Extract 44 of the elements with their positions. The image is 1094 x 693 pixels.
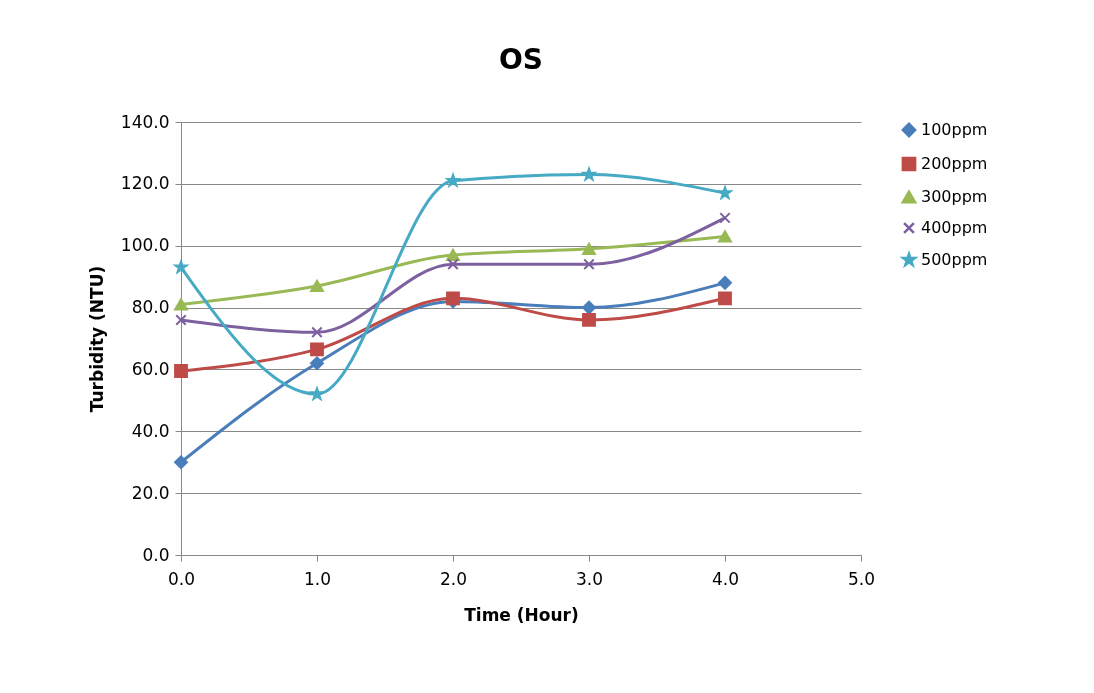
point bbox=[718, 230, 732, 243]
y-tick-label: 60.0 bbox=[131, 358, 170, 379]
point bbox=[718, 186, 732, 199]
point bbox=[582, 300, 596, 315]
point bbox=[175, 314, 187, 326]
legend-label: 200ppm bbox=[921, 154, 988, 173]
y-axis-title: Turbidity (NTU) bbox=[86, 265, 107, 413]
point bbox=[310, 279, 324, 293]
point bbox=[174, 455, 188, 470]
point bbox=[582, 242, 596, 255]
y-tick-label: 80.0 bbox=[131, 297, 170, 318]
legend-label: 400ppm bbox=[921, 218, 988, 237]
chart-title: OS bbox=[499, 43, 543, 76]
x-tick-label: 5.0 bbox=[847, 568, 876, 589]
point bbox=[447, 258, 459, 270]
point bbox=[446, 173, 460, 187]
y-tick-label: 40.0 bbox=[131, 420, 170, 441]
legend-label: 100ppm bbox=[921, 120, 988, 139]
x-tick-label: 4.0 bbox=[711, 568, 740, 589]
point bbox=[446, 248, 460, 262]
point bbox=[174, 298, 188, 311]
legend-label: 300ppm bbox=[921, 187, 988, 206]
y-tick-label: 20.0 bbox=[131, 482, 170, 503]
point bbox=[310, 387, 324, 400]
point bbox=[310, 342, 324, 357]
legend-label: 500ppm bbox=[921, 250, 988, 269]
y-tick-label: 0.0 bbox=[142, 544, 170, 565]
point bbox=[174, 260, 188, 274]
point bbox=[719, 212, 731, 224]
y-tick-label: 100.0 bbox=[120, 235, 170, 256]
x-axis-title: Time (Hour) bbox=[464, 604, 579, 625]
x-tick-label: 1.0 bbox=[303, 568, 332, 589]
point bbox=[718, 291, 732, 306]
point bbox=[582, 313, 596, 327]
y-tick-label: 140.0 bbox=[120, 111, 170, 132]
point bbox=[311, 326, 323, 339]
y-tick-label: 120.0 bbox=[120, 173, 170, 194]
point bbox=[718, 275, 732, 290]
point bbox=[174, 364, 188, 378]
x-tick-label: 0.0 bbox=[167, 568, 196, 589]
point bbox=[310, 356, 324, 371]
x-tick-label: 2.0 bbox=[439, 568, 468, 589]
x-tick-label: 3.0 bbox=[575, 568, 604, 589]
point bbox=[583, 258, 595, 270]
